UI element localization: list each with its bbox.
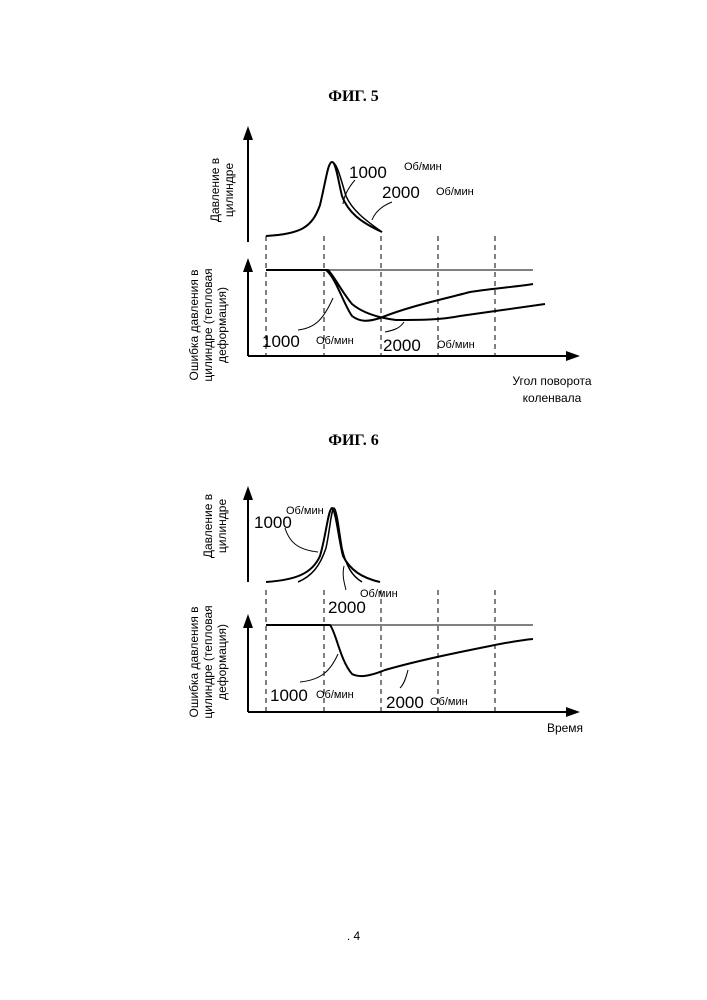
fig5-bottom-unit-2000: Об/мин xyxy=(437,339,475,351)
fig5-x-arrow xyxy=(566,351,580,361)
fig6-top-y-arrow xyxy=(243,486,253,500)
fig6-pressure-curve-2000 xyxy=(297,507,363,583)
fig5-top-label-1000: 1000 xyxy=(349,163,387,182)
svg-text:цилиндре (тепловая: цилиндре (тепловая xyxy=(201,268,215,381)
fig5-pressure-curve-2000 xyxy=(265,161,383,237)
svg-text:деформация): деформация) xyxy=(215,624,229,700)
figure-6-diagram: 1000 Об/мин 2000 Об/мин 1000 Об/мин 2000… xyxy=(187,486,583,735)
fig5-bottom-y-label: Ошибка давления в цилиндре (тепловая деф… xyxy=(187,268,229,381)
fig5-top-unit-1000: Об/мин xyxy=(404,161,442,173)
fig5-bottom-label-1000: 1000 xyxy=(262,332,300,351)
fig5-x-label-line2: коленвала xyxy=(523,391,582,405)
fig5-bottom-unit-1000: Об/мин xyxy=(316,335,354,347)
svg-text:Ошибка давления в: Ошибка давления в xyxy=(187,269,201,380)
fig5-x-label-line1: Угол поворота xyxy=(512,374,591,388)
fig6-bottom-label-2000: 2000 xyxy=(386,693,424,712)
svg-text:цилиндре: цилиндре xyxy=(222,163,236,218)
fig6-top-label-1000: 1000 xyxy=(254,513,292,532)
figure-6-title: ФИГ. 6 xyxy=(328,432,379,449)
fig5-top-label-2000: 2000 xyxy=(382,183,420,202)
fig5-leader-1000-bottom xyxy=(297,297,334,331)
fig5-error-curve-2000 xyxy=(266,269,546,322)
fig6-top-label-2000: 2000 xyxy=(328,598,366,617)
fig6-leader-1000-bottom xyxy=(299,653,339,683)
fig6-bottom-label-1000: 1000 xyxy=(270,686,308,705)
svg-text:цилиндре: цилиндре xyxy=(215,499,229,554)
fig6-top-unit-1000: Об/мин xyxy=(286,505,324,517)
fig6-leader-2000-bottom xyxy=(399,669,409,689)
fig5-top-y-label: Давление в цилиндре xyxy=(208,158,236,222)
fig6-bottom-y-label: Ошибка давления в цилиндре (тепловая деф… xyxy=(187,605,229,718)
fig6-bottom-unit-1000: Об/мин xyxy=(316,689,354,701)
fig5-leader-2000-top xyxy=(371,201,393,221)
figure-5-diagram: 1000 Об/мин 2000 Об/мин 1000 Об/мин 2000… xyxy=(187,126,592,405)
svg-text:деформация): деформация) xyxy=(215,287,229,363)
fig6-x-label: Время xyxy=(547,721,583,735)
fig5-top-unit-2000: Об/мин xyxy=(436,186,474,198)
fig5-leader-1000-top xyxy=(342,179,356,205)
fig6-bottom-unit-2000: Об/мин xyxy=(430,696,468,708)
fig6-error-curve xyxy=(266,624,534,678)
page-number: . 4 xyxy=(346,929,361,943)
svg-text:Давление в: Давление в xyxy=(201,494,215,558)
svg-text:цилиндре (тепловая: цилиндре (тепловая xyxy=(201,605,215,718)
fig5-leader-2000-bottom xyxy=(384,321,405,333)
fig5-guide-lines xyxy=(265,236,496,356)
fig6-top-unit-2000: Об/мин xyxy=(360,588,398,600)
fig6-top-y-label: Давление в цилиндре xyxy=(201,494,229,558)
fig6-bottom-y-arrow xyxy=(243,614,253,628)
fig6-leader-1000-top xyxy=(284,527,319,553)
fig5-error-curve-1000 xyxy=(266,269,534,322)
svg-text:Ошибка давления в: Ошибка давления в xyxy=(187,606,201,717)
fig6-leader-2000-top xyxy=(342,565,347,591)
fig6-guide-lines xyxy=(265,590,496,712)
fig5-top-y-arrow xyxy=(243,126,253,140)
figure-5-title: ФИГ. 5 xyxy=(328,88,379,105)
svg-text:Давление в: Давление в xyxy=(208,158,222,222)
fig5-bottom-label-2000: 2000 xyxy=(383,336,421,355)
fig5-bottom-y-arrow xyxy=(243,258,253,272)
fig6-pressure-curve-1000 xyxy=(265,506,381,583)
fig6-x-arrow xyxy=(566,707,580,717)
